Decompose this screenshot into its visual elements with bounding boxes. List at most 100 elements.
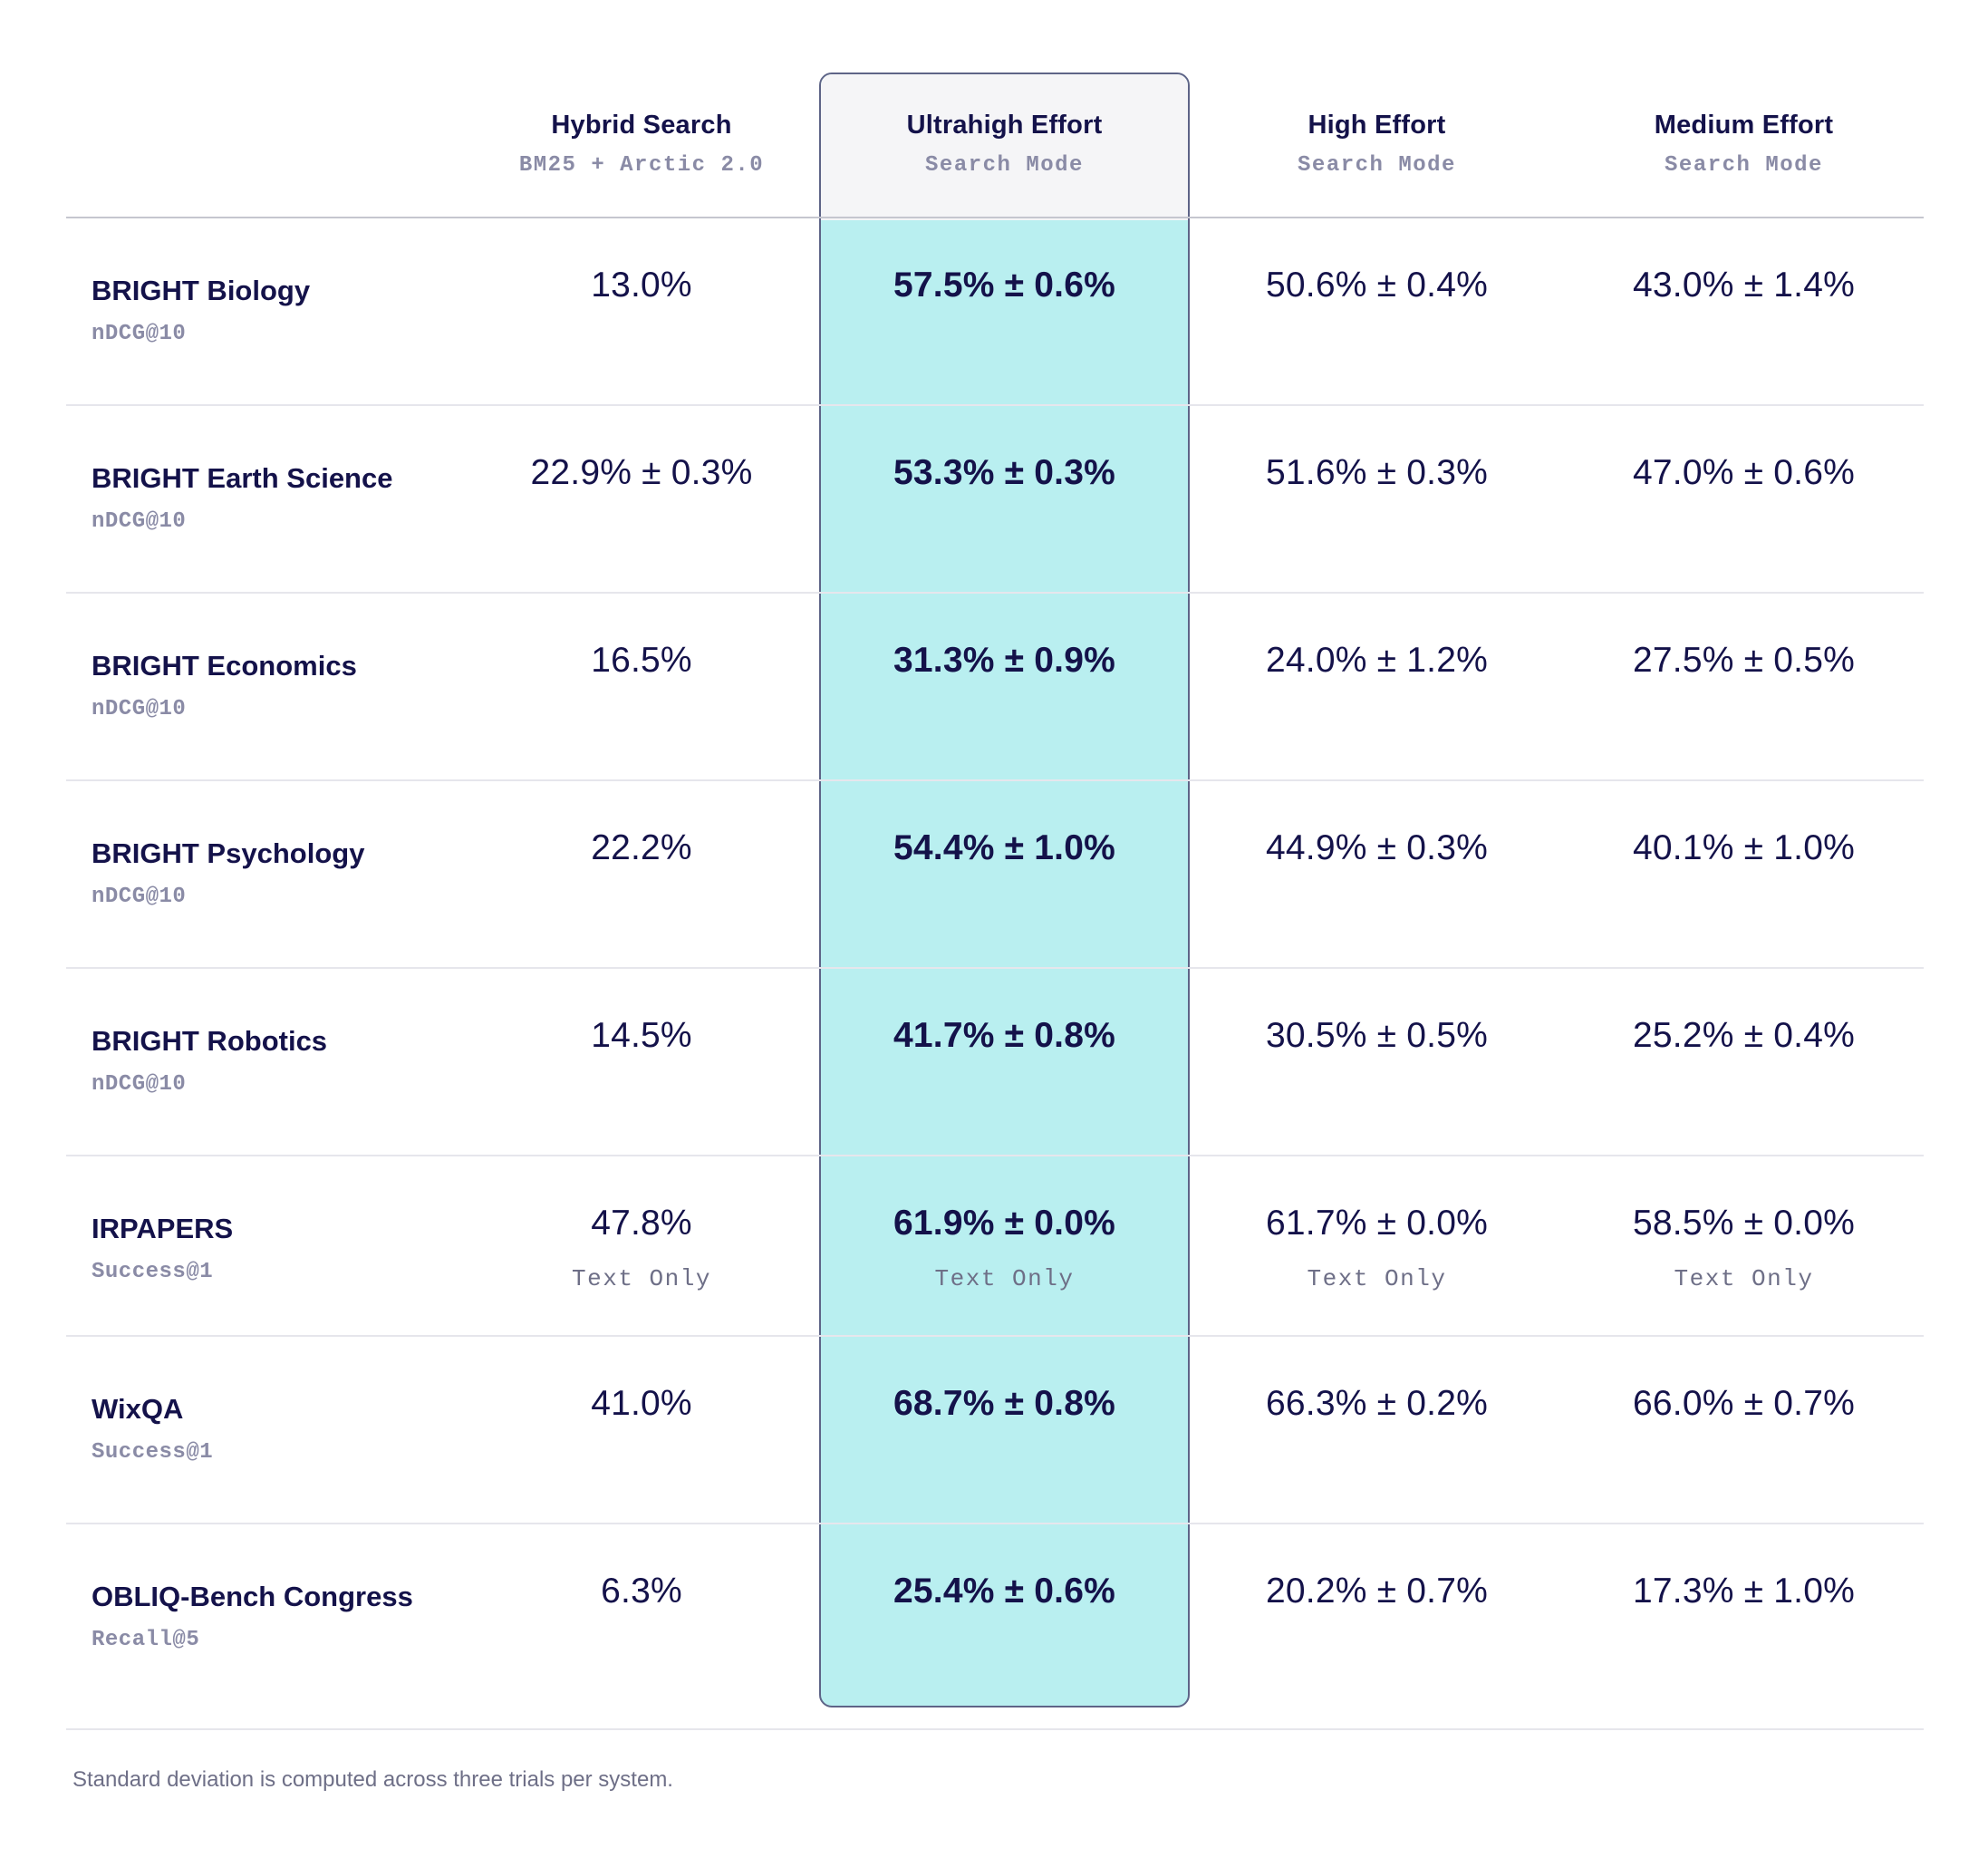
table-row: OBLIQ-Bench Congress Recall@5 6.3% 25.4%… [66, 1524, 1924, 1730]
value: 16.5% [591, 641, 692, 680]
value: 22.9% ± 0.3% [530, 453, 753, 492]
column-title: Hybrid Search [551, 111, 732, 140]
value: 17.3% ± 1.0% [1633, 1572, 1855, 1611]
column-header-medium-effort: Medium Effort Search Mode [1564, 73, 1924, 217]
table-row: WixQA Success@1 41.0% 68.7% ± 0.8% 66.3%… [66, 1337, 1924, 1524]
value: 31.3% ± 0.9% [893, 641, 1115, 680]
value-cell-medium-effort: 66.0% ± 0.7% [1564, 1337, 1924, 1523]
value: 47.0% ± 0.6% [1633, 453, 1855, 492]
benchmark-name: BRIGHT Economics [92, 650, 357, 682]
benchmark-metric: nDCG@10 [92, 885, 187, 909]
value: 44.9% ± 0.3% [1266, 828, 1488, 867]
value: 27.5% ± 0.5% [1633, 641, 1855, 680]
benchmark-metric: nDCG@10 [92, 697, 187, 721]
value-cell-high-effort: 20.2% ± 0.7% [1190, 1524, 1564, 1728]
value-cell-hybrid-search: 47.8% Text Only [464, 1156, 819, 1335]
value-cell-high-effort: 44.9% ± 0.3% [1190, 781, 1564, 967]
benchmark-label-cell: BRIGHT Economics nDCG@10 [66, 594, 464, 779]
value: 50.6% ± 0.4% [1266, 266, 1488, 305]
value: 53.3% ± 0.3% [893, 453, 1115, 492]
benchmark-label-cell: OBLIQ-Bench Congress Recall@5 [66, 1524, 464, 1728]
value-cell-medium-effort: 25.2% ± 0.4% [1564, 969, 1924, 1155]
value-cell-medium-effort: 27.5% ± 0.5% [1564, 594, 1924, 779]
value-cell-hybrid-search: 13.0% [464, 218, 819, 404]
value-cell-high-effort: 30.5% ± 0.5% [1190, 969, 1564, 1155]
value-cell-high-effort: 61.7% ± 0.0% Text Only [1190, 1156, 1564, 1335]
table-row: BRIGHT Biology nDCG@10 13.0% 57.5% ± 0.6… [66, 218, 1924, 406]
value: 43.0% ± 1.4% [1633, 266, 1855, 305]
benchmark-label-cell: BRIGHT Biology nDCG@10 [66, 218, 464, 404]
value-note: Text Only [1674, 1265, 1814, 1292]
benchmark-metric: Success@1 [92, 1440, 214, 1465]
value-cell-medium-effort: 58.5% ± 0.0% Text Only [1564, 1156, 1924, 1335]
value-note: Text Only [572, 1265, 711, 1292]
table-row: BRIGHT Psychology nDCG@10 22.2% 54.4% ± … [66, 781, 1924, 969]
benchmark-name: WixQA [92, 1393, 184, 1425]
value: 61.9% ± 0.0% [893, 1204, 1115, 1243]
value-cell-ultrahigh-effort: 31.3% ± 0.9% [819, 594, 1190, 779]
value-note: Text Only [934, 1265, 1075, 1292]
column-title: Ultrahigh Effort [906, 111, 1103, 140]
value-cell-medium-effort: 40.1% ± 1.0% [1564, 781, 1924, 967]
value: 6.3% [601, 1572, 682, 1611]
benchmark-label-cell: IRPAPERS Success@1 [66, 1156, 464, 1335]
column-header-hybrid-search: Hybrid Search BM25 + Arctic 2.0 [464, 73, 819, 217]
benchmark-name: BRIGHT Psychology [92, 837, 365, 869]
value-cell-ultrahigh-effort: 25.4% ± 0.6% [819, 1524, 1190, 1728]
value: 41.0% [591, 1384, 692, 1423]
value: 58.5% ± 0.0% [1633, 1204, 1855, 1243]
value-cell-ultrahigh-effort: 53.3% ± 0.3% [819, 406, 1190, 592]
column-title: High Effort [1308, 111, 1446, 140]
value: 68.7% ± 0.8% [893, 1384, 1115, 1423]
value: 54.4% ± 1.0% [893, 828, 1115, 867]
value: 47.8% [591, 1204, 692, 1243]
value: 25.4% ± 0.6% [893, 1572, 1115, 1611]
value: 14.5% [591, 1016, 692, 1055]
value-cell-hybrid-search: 41.0% [464, 1337, 819, 1523]
column-title: Medium Effort [1654, 111, 1834, 140]
benchmark-label-cell: WixQA Success@1 [66, 1337, 464, 1523]
value-note: Text Only [1307, 1265, 1447, 1292]
value: 41.7% ± 0.8% [893, 1016, 1115, 1055]
value-cell-hybrid-search: 22.2% [464, 781, 819, 967]
benchmark-name: BRIGHT Biology [92, 275, 311, 306]
value-cell-high-effort: 50.6% ± 0.4% [1190, 218, 1564, 404]
value-cell-ultrahigh-effort: 54.4% ± 1.0% [819, 781, 1190, 967]
value-cell-high-effort: 66.3% ± 0.2% [1190, 1337, 1564, 1523]
table-row: BRIGHT Economics nDCG@10 16.5% 31.3% ± 0… [66, 594, 1924, 781]
results-table: Hybrid Search BM25 + Arctic 2.0 Ultrahig… [66, 73, 1924, 1730]
benchmark-name: BRIGHT Earth Science [92, 462, 393, 494]
column-header-high-effort: High Effort Search Mode [1190, 73, 1564, 217]
value: 30.5% ± 0.5% [1266, 1016, 1488, 1055]
value-cell-high-effort: 24.0% ± 1.2% [1190, 594, 1564, 779]
value: 66.3% ± 0.2% [1266, 1384, 1488, 1423]
value-cell-medium-effort: 47.0% ± 0.6% [1564, 406, 1924, 592]
header-empty-cell [66, 73, 464, 217]
benchmark-label-cell: BRIGHT Robotics nDCG@10 [66, 969, 464, 1155]
value-cell-ultrahigh-effort: 41.7% ± 0.8% [819, 969, 1190, 1155]
highlighted-column-ultrahigh-effort [819, 73, 1190, 1707]
value: 40.1% ± 1.0% [1633, 828, 1855, 867]
value-cell-hybrid-search: 14.5% [464, 969, 819, 1155]
value-cell-ultrahigh-effort: 68.7% ± 0.8% [819, 1337, 1190, 1523]
value: 13.0% [591, 266, 692, 305]
column-subtitle: Search Mode [925, 153, 1084, 178]
value-cell-medium-effort: 43.0% ± 1.4% [1564, 218, 1924, 404]
value-cell-ultrahigh-effort: 61.9% ± 0.0% Text Only [819, 1156, 1190, 1335]
value-cell-medium-effort: 17.3% ± 1.0% [1564, 1524, 1924, 1728]
value: 25.2% ± 0.4% [1633, 1016, 1855, 1055]
value-cell-ultrahigh-effort: 57.5% ± 0.6% [819, 218, 1190, 404]
value: 66.0% ± 0.7% [1633, 1384, 1855, 1423]
value: 24.0% ± 1.2% [1266, 641, 1488, 680]
benchmark-label-cell: BRIGHT Psychology nDCG@10 [66, 781, 464, 967]
footnote: Standard deviation is computed across th… [72, 1767, 673, 1792]
benchmark-name: IRPAPERS [92, 1213, 234, 1244]
table-row: BRIGHT Earth Science nDCG@10 22.9% ± 0.3… [66, 406, 1924, 594]
benchmark-name: BRIGHT Robotics [92, 1025, 328, 1057]
value-cell-high-effort: 51.6% ± 0.3% [1190, 406, 1564, 592]
table-row: IRPAPERS Success@1 47.8% Text Only 61.9%… [66, 1156, 1924, 1337]
column-subtitle: BM25 + Arctic 2.0 [518, 153, 765, 178]
table-row: BRIGHT Robotics nDCG@10 14.5% 41.7% ± 0.… [66, 969, 1924, 1156]
benchmark-metric: Success@1 [92, 1260, 214, 1284]
benchmark-label-cell: BRIGHT Earth Science nDCG@10 [66, 406, 464, 592]
